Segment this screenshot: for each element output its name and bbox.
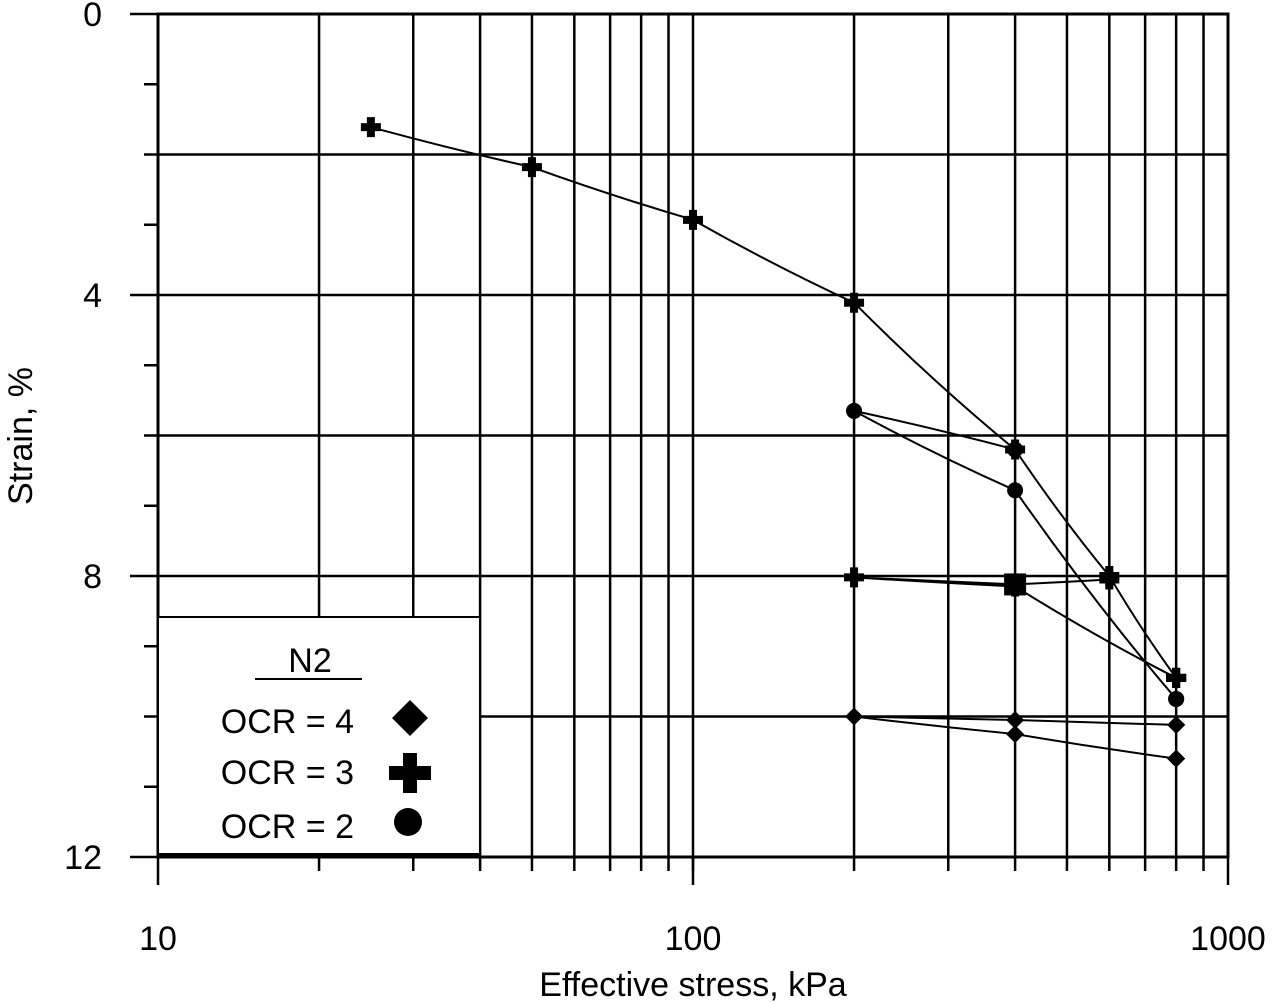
legend-label-ocr3: OCR = 3 <box>221 754 354 792</box>
y-tick-label: 4 <box>83 277 102 315</box>
legend-label-ocr4: OCR = 4 <box>221 703 354 741</box>
diamond-marker-icon <box>1006 711 1025 730</box>
x-axis: 10 100 1000 <box>139 857 1266 958</box>
circle-marker-icon <box>394 808 422 836</box>
plus-marker-icon <box>360 117 381 138</box>
diamond-marker-icon <box>1167 749 1186 768</box>
x-tick-label: 10 <box>139 920 177 958</box>
circle-marker-icon <box>1007 441 1024 458</box>
series-line <box>853 409 1177 700</box>
legend-box <box>157 616 481 858</box>
plus-marker-icon <box>844 567 865 588</box>
square-marker-icon <box>1004 573 1027 596</box>
plus-marker-icon <box>1099 569 1120 590</box>
diamond-marker-icon <box>1006 725 1025 744</box>
x-tick-label: 1000 <box>1190 920 1266 958</box>
diamond-marker-icon <box>392 700 428 736</box>
y-tick-label: 8 <box>83 558 102 596</box>
series-line <box>853 576 1177 679</box>
series-line <box>370 126 1177 679</box>
legend-label-ocr2: OCR = 2 <box>221 808 354 846</box>
plus-marker-icon <box>1166 667 1187 688</box>
y-tick-label: 0 <box>83 0 102 34</box>
plus-marker-icon <box>521 157 542 178</box>
circle-marker-icon <box>1168 690 1185 707</box>
y-axis-title: Strain, % <box>2 367 40 505</box>
plus-marker-icon <box>389 753 431 793</box>
legend: N2 OCR = 4 OCR = 3 OCR = 2 <box>157 616 481 858</box>
circle-marker-icon <box>846 402 863 419</box>
x-tick-label: 100 <box>665 920 722 958</box>
y-tick-label: 12 <box>64 839 102 877</box>
diamond-marker-icon <box>1167 715 1186 734</box>
plus-marker-icon <box>683 209 703 230</box>
diamond-marker-icon <box>845 707 864 726</box>
data-markers <box>360 117 1187 768</box>
plus-marker-icon <box>844 292 865 313</box>
legend-title: N2 <box>288 642 331 680</box>
circle-marker-icon <box>1007 482 1024 499</box>
grid <box>158 14 1228 857</box>
y-axis: 0 4 8 12 <box>64 0 158 877</box>
x-axis-title: Effective stress, kPa <box>539 966 846 1003</box>
series-lines <box>370 126 1177 760</box>
